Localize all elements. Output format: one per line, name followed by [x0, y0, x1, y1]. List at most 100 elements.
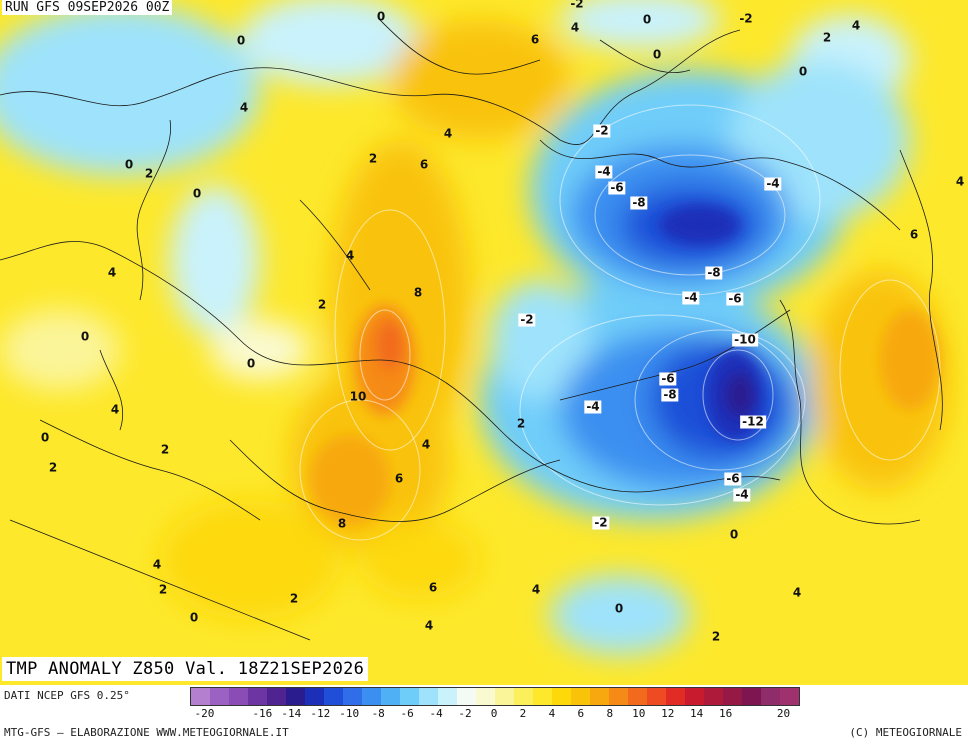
color-scale-swatch	[305, 688, 324, 705]
color-scale-swatch	[742, 688, 761, 705]
contour-label: -2	[739, 11, 753, 26]
color-scale-swatch	[324, 688, 343, 705]
color-scale-tick-label: 12	[661, 707, 675, 720]
temperature-anomaly-map[interactable]: RUN GFS 09SEP2026 00Z 0 -2 4 0 -2 4 2 0 6 0 0 4 -2 4 2…	[0, 0, 968, 685]
contour-label: 2	[822, 30, 832, 45]
contour-label: 0	[192, 186, 202, 201]
color-scale-swatch	[267, 688, 286, 705]
contour-label: 0	[236, 33, 246, 48]
color-scale-swatch	[286, 688, 305, 705]
contour-label: 4	[424, 618, 434, 633]
isotherm-lines	[299, 104, 941, 541]
color-scale-swatch	[761, 688, 780, 705]
contour-label: -8	[630, 195, 648, 210]
color-scale-swatch	[571, 688, 590, 705]
credits-label: MTG-GFS – ELABORAZIONE WWW.METEOGIORNALE…	[4, 726, 289, 739]
color-scale-swatch	[210, 688, 229, 705]
anomaly-cores	[310, 205, 940, 525]
color-scale-swatch	[362, 688, 381, 705]
color-scale-swatch	[400, 688, 419, 705]
contour-label: 6	[428, 580, 438, 595]
contour-label: 4	[531, 582, 541, 597]
color-scale-swatch	[381, 688, 400, 705]
contour-label: 2	[289, 591, 299, 606]
contour-label: -4	[764, 176, 782, 191]
contour-label: 2	[144, 166, 154, 181]
contour-label: 2	[516, 416, 526, 431]
color-scale-swatch	[191, 688, 210, 705]
color-scale-swatch	[495, 688, 514, 705]
contour-label: -6	[724, 471, 742, 486]
color-scale-tick-label: 20	[776, 707, 791, 720]
color-scale-swatch	[343, 688, 362, 705]
contour-label: 0	[124, 157, 134, 172]
contour-label: 6	[394, 471, 404, 486]
map-title: TMP ANOMALY Z850 Val. 18Z21SEP2026	[2, 657, 369, 681]
color-scale-tick-label: 2	[519, 707, 527, 720]
contour-label: 0	[40, 430, 50, 445]
contour-label: 2	[711, 629, 721, 644]
contour-label: -2	[570, 0, 584, 11]
color-scale-tick-label: -16	[252, 707, 273, 720]
contour-label: 0	[189, 610, 199, 625]
color-scale-tick-label: 4	[548, 707, 556, 720]
color-scale-swatch	[609, 688, 628, 705]
color-scale-tick-label: -6	[400, 707, 414, 720]
contour-label: 4	[421, 437, 431, 452]
contour-label: -2	[593, 123, 611, 138]
contour-label: 8	[413, 285, 423, 300]
color-scale-tick-label: -20	[194, 707, 215, 720]
contour-label: 0	[246, 356, 256, 371]
color-scale-swatch	[685, 688, 704, 705]
contour-label: 4	[110, 402, 120, 417]
contour-label: 0	[376, 9, 386, 24]
color-scale-swatch	[647, 688, 666, 705]
color-scale-tick-label: 14	[690, 707, 704, 720]
color-scale-swatch	[476, 688, 495, 705]
contour-label: -4	[682, 290, 700, 305]
contour-label: 4	[152, 557, 162, 572]
contour-label: -8	[661, 387, 679, 402]
contour-label: -8	[705, 265, 723, 280]
color-scale-tick-label: -4	[429, 707, 443, 720]
contour-label: 2	[48, 460, 58, 475]
color-scale-bar	[190, 687, 800, 706]
map-footer: DATI NCEP GFS 0.25° -20 -16 -14 -12 -10 -8 -6-…	[0, 685, 968, 745]
color-scale-swatch	[533, 688, 552, 705]
anomaly-shading	[0, 0, 950, 655]
contour-label: 6	[419, 157, 429, 172]
color-scale-tick-label: -2	[458, 707, 472, 720]
data-source-label: DATI NCEP GFS 0.25°	[4, 689, 130, 702]
color-scale-tick-label: 16	[718, 707, 733, 720]
color-scale-tick-label: -14	[281, 707, 302, 720]
contour-label: -12	[740, 414, 766, 429]
contour-label: 0	[642, 12, 652, 27]
color-scale-tick-label: -10	[339, 707, 360, 720]
contour-label: 2	[317, 297, 327, 312]
contour-label: 6	[530, 32, 540, 47]
contour-label: 4	[792, 585, 802, 600]
contour-label: 0	[614, 601, 624, 616]
contour-label: 2	[160, 442, 170, 457]
contour-label: -10	[732, 332, 758, 347]
contour-label: -4	[584, 399, 602, 414]
map-canvas	[0, 0, 968, 685]
contour-label: -2	[592, 515, 610, 530]
contour-label: -2	[518, 312, 536, 327]
contour-label: 2	[368, 151, 378, 166]
contour-label: 8	[337, 516, 347, 531]
color-scale-swatch	[723, 688, 742, 705]
contour-label: 4	[955, 174, 965, 189]
color-scale-swatch	[552, 688, 571, 705]
color-scale-swatch	[590, 688, 609, 705]
color-scale-tick-label: 6	[577, 707, 585, 720]
color-scale-swatch	[666, 688, 685, 705]
contour-label: -4	[595, 164, 613, 179]
contour-label: -4	[733, 487, 751, 502]
contour-label: 0	[729, 527, 739, 542]
contour-label: 4	[345, 248, 355, 263]
color-scale-swatch	[628, 688, 647, 705]
color-scale-swatch	[514, 688, 533, 705]
contour-label: 6	[909, 227, 919, 242]
color-scale-tick-label: 10	[632, 707, 646, 720]
